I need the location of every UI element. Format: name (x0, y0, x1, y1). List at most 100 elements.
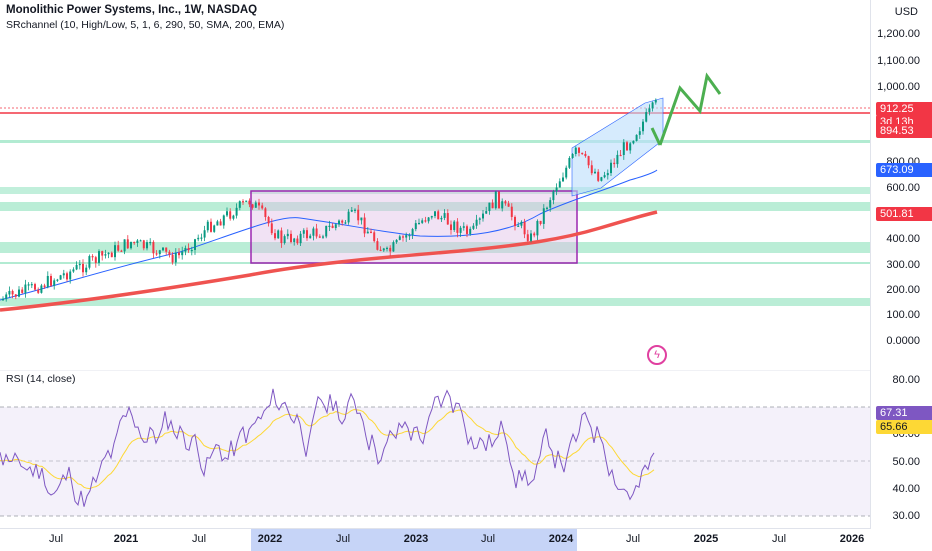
rsi-chart[interactable] (0, 370, 871, 528)
rsi-pane[interactable]: RSI (14, close) (0, 370, 871, 528)
candle (274, 233, 276, 239)
candle (629, 143, 632, 151)
candle (315, 228, 318, 237)
candle (104, 254, 107, 256)
candle (296, 238, 299, 244)
candle (24, 284, 27, 293)
candle (258, 202, 260, 206)
candle (219, 221, 222, 226)
rsi-value-tag: 67.31 (876, 406, 932, 420)
candle (520, 221, 523, 226)
candle (430, 216, 433, 218)
price-tick: 400.00 (886, 233, 920, 245)
candle (590, 165, 593, 174)
candle (117, 245, 120, 251)
candle (50, 275, 52, 286)
candle (69, 271, 72, 280)
rsi-tick: 50.00 (892, 456, 920, 468)
candle (120, 250, 123, 252)
candle (549, 200, 552, 208)
price-axis[interactable]: USD 1,200.00 1,100.00 1,000.00 800.00 60… (870, 0, 932, 528)
candle (139, 240, 142, 242)
candle (546, 207, 548, 209)
candle (565, 167, 568, 178)
candle (101, 251, 104, 256)
candle (376, 241, 379, 250)
candle (360, 217, 363, 221)
candle (347, 211, 350, 223)
candle (299, 233, 302, 244)
candle (514, 216, 516, 227)
candle (328, 225, 331, 227)
candle (123, 239, 126, 252)
candle (245, 200, 248, 202)
candle (56, 279, 59, 281)
price-tick: 0.0000 (886, 335, 920, 347)
time-label: Jul (335, 533, 351, 545)
price-chart[interactable] (0, 0, 871, 370)
candle (530, 233, 532, 241)
candle (363, 217, 366, 234)
candle (133, 241, 136, 244)
candle (466, 226, 468, 234)
candle (600, 177, 603, 181)
candle (402, 236, 404, 238)
candle (293, 238, 296, 243)
candle (648, 108, 651, 113)
candle (434, 211, 436, 217)
candle (373, 232, 376, 242)
candle (654, 99, 657, 103)
candle (126, 239, 129, 249)
time-axis[interactable]: Jul 2021 Jul 2022 Jul 2023 Jul 2024 Jul … (0, 528, 871, 551)
candle (136, 240, 139, 243)
candle (229, 211, 232, 219)
candle (555, 187, 558, 192)
range-rectangle[interactable] (250, 190, 578, 264)
candle (606, 173, 609, 176)
candle (568, 157, 571, 168)
time-label: 2026 (839, 533, 865, 545)
candle (98, 251, 100, 263)
candle (613, 162, 616, 165)
price-tick: 1,200.00 (877, 28, 920, 40)
candle (619, 154, 622, 157)
candle (382, 248, 385, 251)
sr-zone-6 (0, 298, 871, 306)
candle (309, 235, 312, 239)
candle (350, 210, 353, 212)
rsi-line (0, 388, 655, 507)
candle (638, 131, 641, 135)
candle (43, 285, 46, 288)
candle (222, 215, 225, 226)
candle (398, 236, 401, 240)
candle (453, 221, 456, 231)
range-highlight (251, 529, 577, 551)
candle (533, 233, 536, 236)
candle (616, 154, 619, 165)
rsi-ma-tag: 65.66 (876, 420, 932, 434)
candle (578, 147, 580, 153)
candle (162, 247, 164, 251)
candle (110, 252, 113, 258)
price-tick: 100.00 (886, 309, 920, 321)
candle (8, 290, 11, 295)
candle (213, 225, 216, 232)
lightning-icon[interactable]: ϟ (647, 345, 667, 365)
candle (194, 239, 196, 250)
candle (421, 220, 424, 223)
candle (523, 221, 526, 235)
candle (248, 200, 251, 205)
price-pane[interactable]: Monolithic Power Systems, Inc., 1W, NASD… (0, 0, 871, 370)
forecast-start[interactable] (650, 127, 662, 146)
price-tick: 600.00 (886, 182, 920, 194)
candle (440, 217, 443, 220)
currency-label[interactable]: USD (894, 6, 918, 18)
candle (334, 224, 337, 228)
forecast-path[interactable] (658, 72, 722, 146)
candle (610, 162, 612, 174)
candle (30, 284, 33, 286)
time-label: Jul (48, 533, 64, 545)
time-label: 2023 (403, 533, 429, 545)
candle (94, 257, 97, 263)
candle (357, 209, 360, 221)
